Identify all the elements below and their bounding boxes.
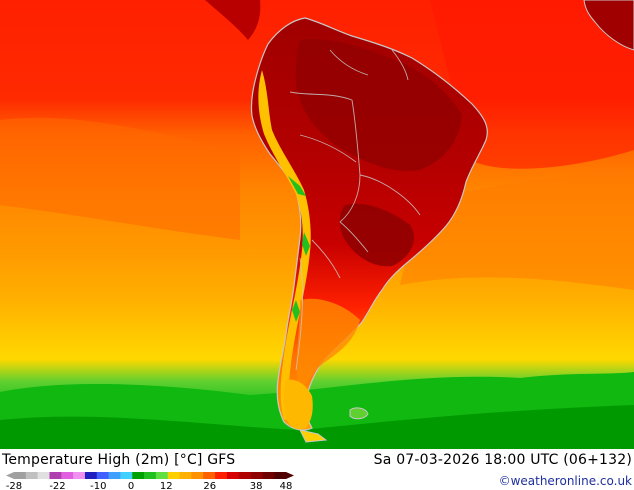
color-legend: -28 -22 -10 0 12 26 38 48 [6,472,294,490]
legend-tick-label: -28 [6,481,22,490]
credit-link[interactable]: ©weatheronline.co.uk [498,474,632,488]
africa-corner [583,0,634,51]
andes-snow [288,176,310,322]
legend-swatch [25,472,38,479]
legend-swatch [155,472,169,479]
legend-swatches [6,472,294,479]
legend-swatch [238,472,251,479]
legend-swatch [96,472,109,479]
legend-swatch [144,472,157,479]
legend-min-arrow [6,472,14,479]
legend-swatch [61,472,74,479]
legend-swatch [215,472,228,479]
legend-swatch [108,472,121,479]
legend-tick-label: 26 [203,481,216,490]
legend-tick-label: -10 [90,481,106,490]
map-footer [0,449,634,490]
legend-tick-label: 0 [128,481,134,490]
ocean-cold-band-inner [0,405,634,449]
legend-swatch [14,472,27,479]
legend-swatch [84,472,98,479]
map-title: Temperature High (2m) [°C] GFS [2,452,236,468]
legend-swatch [203,472,216,479]
legend-swatch [274,472,287,479]
amazon-core [295,39,462,171]
legend-tick-label: -22 [49,481,65,490]
legend-swatch [132,472,145,479]
country-borders [289,49,421,371]
legend-swatch [191,472,204,479]
legend-swatch [73,472,86,479]
legend-swatch [262,472,275,479]
legend-swatch [226,472,239,479]
legend-swatch [167,472,180,479]
legend-swatch [37,472,50,479]
legend-swatch [179,472,192,479]
chaco-core [339,203,414,267]
patagonia-south [283,379,313,430]
temperature-map [0,0,634,449]
legend-tick-label: 48 [280,481,293,490]
andes-ridge [258,70,311,420]
legend-tick-label: 38 [250,481,263,490]
valid-time: Sa 07-03-2026 18:00 UTC (06+132) [373,452,632,468]
legend-ticks: -28 -22 -10 0 12 26 38 48 [6,481,293,490]
patagonia-warm [296,298,360,395]
legend-swatch [120,472,133,479]
ocean-warm-band [0,117,240,240]
legend-swatch [250,472,263,479]
central-america [205,0,261,40]
tierra-del-fuego [299,429,328,443]
falkland-islands [349,407,369,420]
legend-swatch [49,472,62,479]
legend-max-arrow [286,472,294,479]
legend-tick-label: 12 [160,481,173,490]
